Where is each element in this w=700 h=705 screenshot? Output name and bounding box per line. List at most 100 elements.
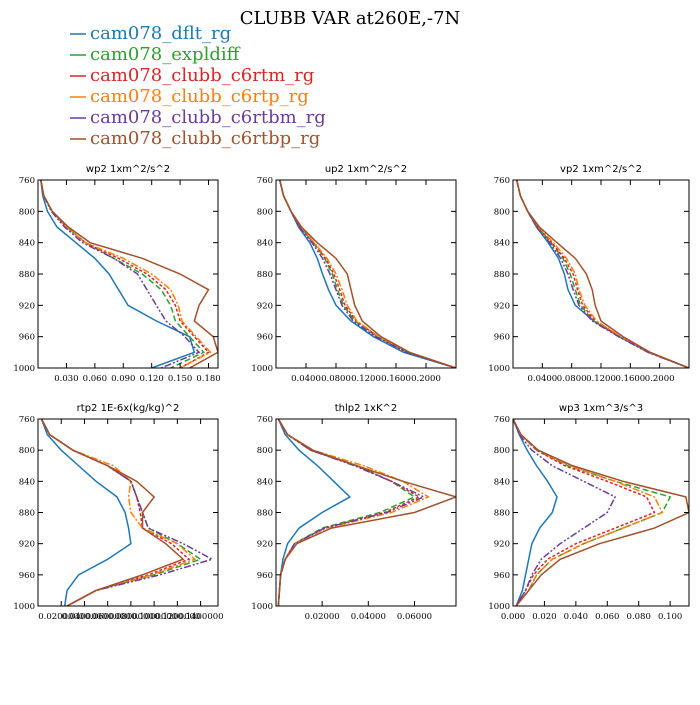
y-tick-label: 840 [257, 239, 273, 249]
series-line-c6rtm [40, 419, 191, 606]
x-tick-label: 0.040 [564, 612, 588, 622]
series-line-expldiff [279, 180, 456, 368]
series-group [515, 180, 689, 368]
series-line-expldiff [40, 180, 206, 368]
series-line-c6rtbm [277, 419, 426, 606]
series-line-c6rtm [513, 419, 656, 606]
y-tick-label: 880 [257, 509, 273, 519]
series-line-dflt [40, 180, 196, 368]
panel-4: rtp2 1E-6x(kg/kg)^2 760 800 840 880 920 960 100… [13, 403, 223, 622]
x-tick-label: 0.2000 [645, 374, 675, 384]
x-tick-label: 0.100 [658, 612, 682, 622]
x-tick-label: 0.1200 [351, 374, 381, 384]
y-tick-label: 760 [257, 176, 273, 186]
y-tick-label: 880 [494, 509, 510, 519]
y-tick-label: 960 [257, 333, 273, 343]
y-tick-label: 920 [19, 301, 35, 311]
y-tick-label: 1000 [13, 364, 35, 374]
legend-label-c6rtbm: cam078_clubb_c6rtbm_rg [90, 107, 326, 128]
series-line-c6rtm [279, 180, 456, 368]
x-tick-label: 0.080 [627, 612, 651, 622]
x-tick-label: 0.020 [532, 612, 556, 622]
x-tick-label: 0.060 [595, 612, 619, 622]
y-tick-label: 800 [257, 446, 273, 456]
x-tick-label: 0.0800 [321, 374, 351, 384]
series-line-expldiff [40, 419, 203, 606]
plot-frame [512, 179, 690, 369]
x-tick-label: 0.02000 [305, 612, 340, 622]
panel-1: wp2 1xm^2/s^2 760 800 840 880 920 960 1000 0.030… [13, 164, 220, 384]
y-tick-label: 960 [19, 571, 35, 581]
series-group [513, 419, 689, 606]
legend-label-c6rtm: cam078_clubb_c6rtm_rg [90, 65, 314, 86]
series-line-c6rtm [40, 180, 210, 368]
x-tick-label: 0.06000 [397, 612, 432, 622]
y-tick-label: 920 [257, 301, 273, 311]
series-line-c6rtbp [40, 419, 185, 606]
x-tick-label: 0.0800000 [108, 612, 154, 622]
y-tick-label: 760 [19, 415, 35, 425]
y-tick-label: 760 [19, 176, 35, 186]
series-line-expldiff [513, 419, 672, 606]
x-tick-label: 0.1200000 [154, 612, 200, 622]
panels: wp2 1xm^2/s^2 760 800 840 880 920 960 1000 0.030… [13, 164, 690, 622]
legend: cam078_dflt_rgcam078_expldiffcam078_club… [70, 23, 326, 149]
y-tick-label: 1000 [13, 602, 35, 612]
x-tick-label: 0.0400 [527, 374, 557, 384]
y-tick-label: 880 [19, 270, 35, 280]
plot-frame [275, 179, 457, 369]
legend-label-expldiff: cam078_expldiff [90, 44, 241, 65]
series-group [277, 419, 456, 606]
series-line-dflt [279, 180, 456, 368]
x-tick-label: 0.0400000 [61, 612, 107, 622]
y-tick-label: 760 [494, 415, 510, 425]
y-tick-label: 880 [494, 270, 510, 280]
y-tick-label: 840 [494, 239, 510, 249]
x-tick-label: 0.0400 [291, 374, 321, 384]
panel-title: thlp2 1xK^2 [335, 403, 398, 414]
y-tick-label: 960 [494, 571, 510, 581]
panel-3: vp2 1xm^2/s^2 760 800 840 880 920 960 1000 0.040… [488, 164, 690, 384]
series-line-c6rtp [515, 180, 689, 368]
panel-5: thlp2 1xK^2 760 800 840 880 920 960 1000 0.02000… [251, 403, 457, 622]
x-tick-label: 0.030 [54, 374, 78, 384]
y-tick-label: 920 [494, 540, 510, 550]
y-tick-label: 960 [19, 333, 35, 343]
y-tick-label: 880 [19, 509, 35, 519]
y-tick-label: 840 [19, 239, 35, 249]
x-tick-label: 0.120 [140, 374, 164, 384]
series-line-expldiff [277, 419, 416, 606]
y-tick-label: 1000 [488, 602, 510, 612]
y-tick-label: 840 [494, 477, 510, 487]
y-tick-label: 920 [494, 301, 510, 311]
y-tick-label: 960 [257, 571, 273, 581]
panel-title: wp3 1xm^3/s^3 [559, 403, 643, 414]
y-tick-label: 1000 [251, 364, 273, 374]
series-line-c6rtm [515, 180, 689, 368]
y-tick-label: 1000 [251, 602, 273, 612]
panel-title: vp2 1xm^2/s^2 [560, 164, 642, 175]
x-tick-label: 0.0800 [557, 374, 587, 384]
series-line-c6rtbp [279, 180, 456, 368]
series-line-dflt [513, 419, 558, 606]
y-tick-label: 840 [19, 477, 35, 487]
series-line-c6rtbp [513, 419, 689, 606]
x-tick-label: 0.1600 [381, 374, 411, 384]
x-tick-label: 0.090 [111, 374, 135, 384]
x-tick-label: 0.180 [196, 374, 220, 384]
series-line-c6rtp [277, 419, 430, 606]
x-tick-label: 0.2000 [411, 374, 441, 384]
x-tick-label: 0.1200 [586, 374, 616, 384]
series-group [279, 180, 456, 368]
y-tick-label: 1000 [488, 364, 510, 374]
y-tick-label: 920 [19, 540, 35, 550]
series-group [40, 419, 215, 606]
y-tick-label: 760 [494, 176, 510, 186]
series-line-c6rtp [40, 180, 212, 368]
x-tick-label: 0.04000 [351, 612, 386, 622]
x-tick-label: 0.000 [501, 612, 525, 622]
series-line-expldiff [515, 180, 689, 368]
y-tick-label: 800 [19, 207, 35, 217]
y-tick-label: 800 [19, 446, 35, 456]
